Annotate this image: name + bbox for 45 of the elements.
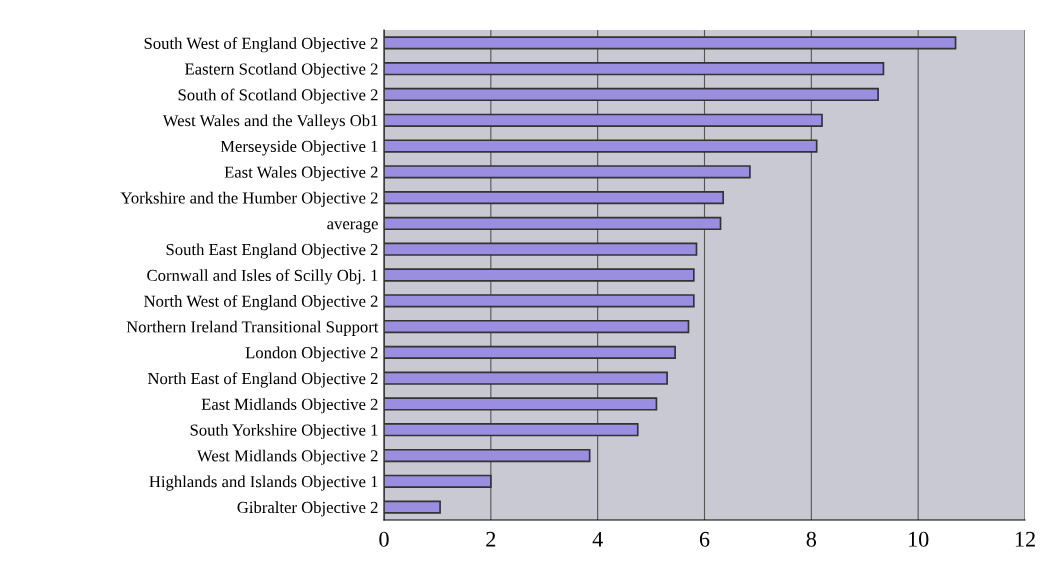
bar xyxy=(384,62,885,76)
y-tick-label: Highlands and Islands Objective 1 xyxy=(149,475,378,491)
y-tick-label: North East of England Objective 2 xyxy=(147,372,378,388)
bar xyxy=(384,371,668,385)
y-tick-label: South East England Objective 2 xyxy=(166,243,378,259)
bar xyxy=(384,216,722,231)
x-tick-label: 10 xyxy=(909,531,929,547)
y-tick-label: South Yorkshire Objective 1 xyxy=(190,423,378,440)
bar xyxy=(384,423,639,437)
bar xyxy=(384,319,690,334)
y-tick-label: London Objective 2 xyxy=(245,346,378,362)
bar xyxy=(384,268,695,282)
bar xyxy=(384,474,492,488)
x-tick-label: 12 xyxy=(1015,531,1035,547)
y-tick-label: East Midlands Objective 2 xyxy=(201,398,378,414)
bar xyxy=(384,190,725,205)
x-tick-label: 6 xyxy=(699,531,710,547)
y-tick-label: West Midlands Objective 2 xyxy=(196,449,378,465)
y-tick-label: average xyxy=(327,220,378,233)
bar xyxy=(384,36,957,50)
bar xyxy=(384,397,658,411)
bar xyxy=(384,139,818,153)
bar xyxy=(384,87,879,102)
y-tick-label: Gibralter Objective 2 xyxy=(237,501,378,517)
y-tick-label: Cornwall and Isles of Scilly Obj. 1 xyxy=(147,269,378,285)
x-tick-label: 2 xyxy=(486,531,496,547)
x-tick-label: 8 xyxy=(806,531,817,547)
y-tick-label: East Wales Objective 2 xyxy=(224,166,378,182)
bar xyxy=(384,345,676,360)
y-tick-label: Merseyside Objective 1 xyxy=(220,140,378,156)
y-tick-label: North West of England Objective 2 xyxy=(144,294,378,311)
bar xyxy=(384,165,751,179)
y-tick-label: South West of England Objective 2 xyxy=(144,37,378,53)
x-tick-label: 4 xyxy=(592,531,603,547)
bar xyxy=(384,294,695,308)
bar xyxy=(384,113,823,127)
y-tick-label: South of Scotland Objective 2 xyxy=(178,88,378,104)
y-tick-label: Yorkshire and the Humber Objective 2 xyxy=(120,191,378,207)
x-tick-label: 0 xyxy=(379,531,389,547)
bar xyxy=(384,448,591,463)
y-tick-label: Northern Ireland Transitional Support xyxy=(126,320,379,336)
y-tick-label: West Wales and the Valleys Ob1 xyxy=(162,114,378,130)
bar xyxy=(384,242,698,256)
y-tick-label: Eastern Scotland Objective 2 xyxy=(185,62,378,79)
bar xyxy=(384,500,441,514)
